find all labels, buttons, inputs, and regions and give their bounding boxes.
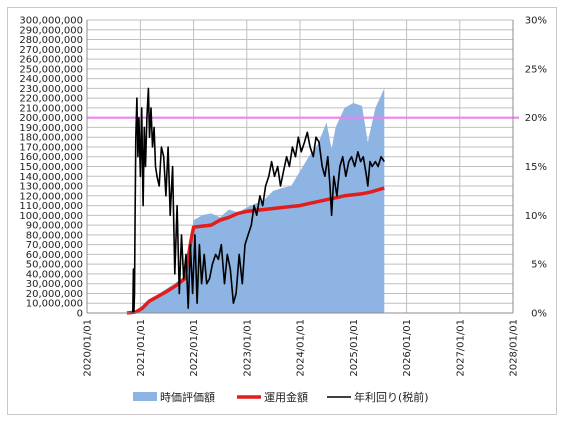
invested-amount-line — [126, 186, 385, 315]
y-right-tick-label: 25% — [525, 64, 547, 75]
y-right-tick-label: 20% — [525, 113, 547, 124]
y-left-tick-label: 50,000,000 — [26, 260, 83, 271]
lines-layer — [126, 87, 385, 315]
legend: 時価評価額 運用金額 年利回り(税前) — [133, 390, 429, 404]
y-left-tick-label: 270,000,000 — [19, 45, 83, 56]
y-left-tick-label: 70,000,000 — [26, 240, 83, 251]
x-tick-label: 2027/01/01 — [455, 319, 466, 377]
y-right-tick-label: 10% — [525, 211, 547, 222]
x-tick-label: 2023/01/01 — [242, 319, 253, 377]
y-left-tick-label: 30,000,000 — [26, 279, 83, 290]
y-left-tick-label: 120,000,000 — [19, 191, 83, 202]
y-left-tick-label: 210,000,000 — [19, 103, 83, 114]
y-right-tick-label: 5% — [531, 260, 547, 271]
y-left-tick-label: 110,000,000 — [19, 201, 83, 212]
x-tick-label: 2022/01/01 — [189, 319, 200, 377]
y-left-tick-label: 280,000,000 — [19, 35, 83, 46]
y-left-tick-label: 230,000,000 — [19, 84, 83, 95]
y-left-tick-label: 10,000,000 — [26, 299, 83, 310]
x-tick-label: 2024/01/01 — [296, 319, 307, 377]
market-value-legend-swatch — [133, 392, 157, 401]
x-tick-label: 2025/01/01 — [349, 319, 360, 377]
y-left-tick-label: 160,000,000 — [19, 152, 83, 163]
y-left-tick-label: 240,000,000 — [19, 74, 83, 85]
y-left-tick-label: 150,000,000 — [19, 162, 83, 173]
y-left-tick-label: 100,000,000 — [19, 211, 83, 222]
y-right-tick-label: 0% — [531, 309, 547, 320]
y-left-tick-label: 170,000,000 — [19, 142, 83, 153]
y-right-tick-label: 30% — [525, 16, 547, 27]
y-left-tick-label: 60,000,000 — [26, 250, 83, 261]
market-value-legend-label: 時価評価額 — [160, 390, 215, 404]
y-left-tick-label: 190,000,000 — [19, 123, 83, 134]
x-tick-label: 2020/01/01 — [83, 319, 94, 377]
y-left-tick-label: 0 — [77, 309, 83, 320]
x-tick-label: 2026/01/01 — [402, 319, 413, 377]
y-left-tick-label: 140,000,000 — [19, 172, 83, 183]
y-left-tick-label: 250,000,000 — [19, 64, 83, 75]
axes-layer: 010,000,00020,000,00030,000,00040,000,00… — [19, 16, 547, 377]
y-left-tick-label: 220,000,000 — [19, 94, 83, 105]
y-left-tick-label: 260,000,000 — [19, 55, 83, 66]
market-value-area — [126, 88, 385, 314]
annual-yield-line — [129, 87, 385, 314]
invested-amount-legend-label: 運用金額 — [264, 390, 308, 404]
y-left-tick-label: 130,000,000 — [19, 182, 83, 193]
annual-yield-legend-label: 年利回り(税前) — [354, 390, 429, 404]
y-left-tick-label: 80,000,000 — [26, 230, 83, 241]
y-left-tick-label: 200,000,000 — [19, 113, 83, 124]
y-left-tick-label: 40,000,000 — [26, 269, 83, 280]
y-left-tick-label: 20,000,000 — [26, 289, 83, 300]
x-tick-label: 2021/01/01 — [136, 319, 147, 377]
y-left-tick-label: 300,000,000 — [19, 16, 83, 27]
x-tick-label: 2028/01/01 — [509, 319, 520, 377]
y-left-tick-label: 290,000,000 — [19, 25, 83, 36]
y-right-tick-label: 15% — [525, 162, 547, 173]
market-value-area-layer — [126, 88, 385, 314]
y-left-tick-label: 180,000,000 — [19, 133, 83, 144]
y-left-tick-label: 90,000,000 — [26, 221, 83, 232]
